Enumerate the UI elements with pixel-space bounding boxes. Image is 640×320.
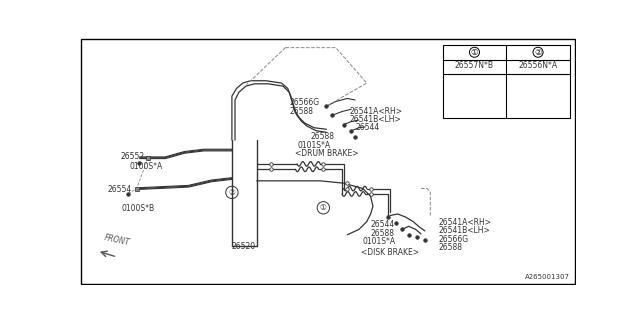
Text: <DISK BRAKE>: <DISK BRAKE> [360, 248, 419, 257]
Text: 26588: 26588 [289, 107, 313, 116]
Text: ②: ② [534, 48, 542, 57]
Text: 26520: 26520 [232, 243, 256, 252]
Text: 26554: 26554 [108, 186, 132, 195]
Text: ①: ① [471, 48, 478, 57]
Text: 26588: 26588 [438, 243, 462, 252]
Text: 0101S*A: 0101S*A [362, 237, 396, 246]
Text: 26544: 26544 [355, 123, 380, 132]
Text: 26541B<LH>: 26541B<LH> [438, 226, 490, 235]
Text: 26541B<LH>: 26541B<LH> [349, 115, 401, 124]
Text: 26552: 26552 [120, 152, 145, 161]
Text: 26566G: 26566G [289, 99, 319, 108]
Text: 26588: 26588 [311, 132, 335, 140]
Text: 26541A<RH>: 26541A<RH> [349, 107, 403, 116]
Bar [443, 44, 570, 118]
Text: A265001307: A265001307 [525, 274, 570, 280]
Text: ①: ① [320, 203, 327, 212]
Text: 0101S*A: 0101S*A [297, 141, 330, 150]
Text: 26588: 26588 [371, 228, 395, 237]
Text: <DRUM BRAKE>: <DRUM BRAKE> [296, 149, 359, 158]
Text: 26566G: 26566G [438, 235, 468, 244]
Text: ②: ② [228, 188, 236, 197]
Text: 26541A<RH>: 26541A<RH> [438, 218, 491, 227]
Text: 26544: 26544 [371, 220, 395, 229]
Text: 26556N*A: 26556N*A [518, 61, 557, 70]
Text: FRONT: FRONT [103, 234, 131, 248]
Text: 26557N*B: 26557N*B [455, 61, 494, 70]
Text: 0100S*A: 0100S*A [129, 162, 163, 171]
Text: 0100S*B: 0100S*B [122, 204, 155, 213]
